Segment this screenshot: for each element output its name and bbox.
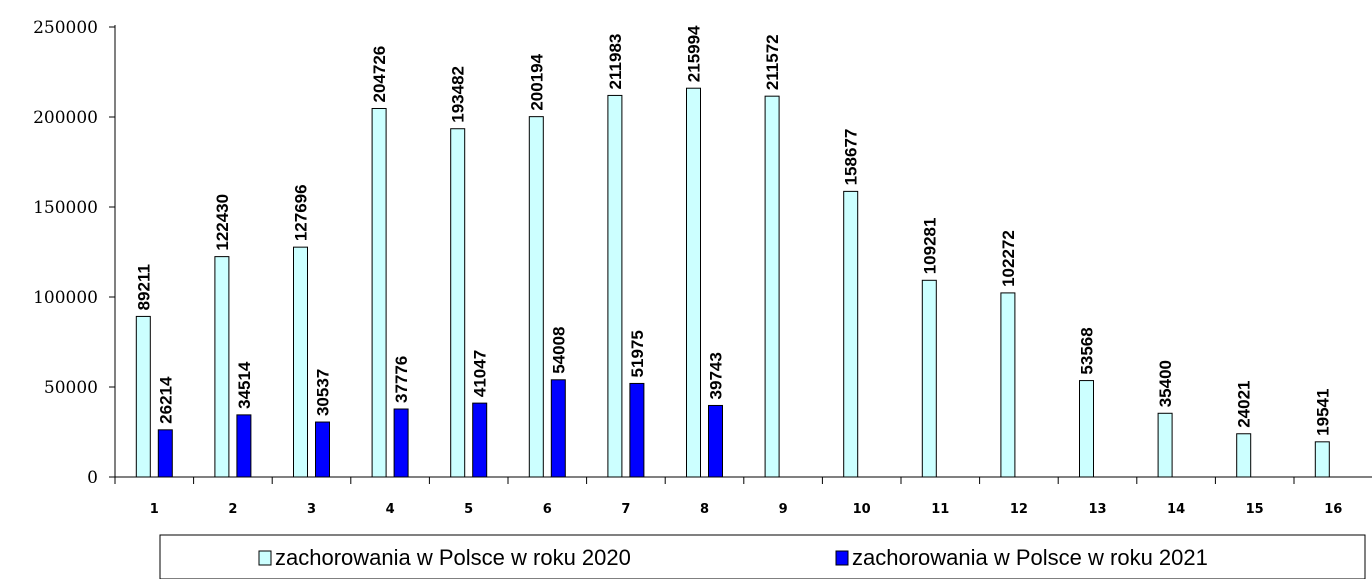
y-tick-label: 100000: [33, 288, 98, 308]
data-label-2020: 158677: [842, 129, 861, 186]
data-label-2020: 89211: [134, 264, 153, 310]
bar-2021: [157, 429, 173, 478]
data-label-2021: 30537: [314, 369, 333, 416]
data-label-2020: 102272: [999, 230, 1018, 287]
data-label-2020: 200194: [527, 53, 546, 110]
x-tick-label: 8: [700, 502, 709, 517]
legend-label-2021: zachorowania w Polsce w roku 2021: [852, 545, 1208, 570]
x-tick-label: 7: [621, 502, 630, 517]
x-tick-label: 10: [853, 502, 871, 517]
x-tick-label: 14: [1167, 502, 1185, 517]
data-label-2021: 41047: [471, 350, 490, 397]
x-tick-label: 9: [779, 502, 788, 517]
bar-2020: [1000, 292, 1016, 478]
bar-2021: [708, 404, 723, 478]
bar-2020: [686, 87, 701, 478]
data-label-2021: 37776: [392, 356, 411, 403]
data-label-2021: 34514: [235, 361, 254, 409]
data-label-2020: 19541: [1313, 389, 1332, 436]
bar-2020: [135, 315, 151, 478]
bar-2021: [236, 414, 252, 478]
legend-swatch-2020: [258, 550, 272, 566]
data-label-2021: 26214: [156, 376, 175, 424]
bar-2020: [371, 107, 387, 478]
x-tick-label: 11: [931, 502, 949, 517]
y-tick-label: 150000: [33, 198, 98, 218]
legend-label-2020: zachorowania w Polsce w roku 2020: [275, 545, 631, 570]
bar-2020: [293, 246, 308, 478]
x-tick-label: 2: [228, 502, 237, 517]
data-label-2020: 53568: [1078, 327, 1097, 374]
x-tick-label: 15: [1246, 502, 1264, 517]
x-tick-label: 1: [150, 502, 159, 517]
bar-2020: [1079, 380, 1094, 478]
x-tick-label: 6: [543, 502, 552, 517]
bar-2021: [629, 382, 645, 478]
bar-2020: [921, 279, 937, 478]
x-tick-label: 16: [1324, 502, 1342, 517]
bar-2021: [550, 379, 566, 478]
bar-2021: [315, 421, 330, 478]
data-label-2020: 127696: [292, 184, 311, 241]
bar-2020: [607, 94, 623, 478]
y-tick-label: 50000: [44, 378, 98, 398]
data-label-2021: 51975: [628, 330, 647, 377]
data-label-2020: 109281: [920, 218, 939, 275]
bar-2021: [393, 408, 409, 478]
y-tick-label: 250000: [33, 18, 98, 38]
bar-2020: [1236, 433, 1252, 478]
x-tick-label: 12: [1010, 502, 1028, 517]
bar-2020: [764, 95, 780, 478]
bar-2020: [843, 190, 859, 478]
bar-2020: [450, 128, 466, 478]
x-tick-label: 4: [386, 502, 395, 517]
data-label-2021: 39743: [707, 352, 726, 399]
bar-2020: [1314, 441, 1330, 478]
bar-2020: [528, 116, 544, 478]
data-label-2020: 211572: [763, 34, 782, 90]
bar-2020: [214, 256, 230, 478]
legend-box: [159, 534, 1366, 579]
data-label-2020: 122430: [213, 194, 232, 251]
bar-2020: [1157, 412, 1173, 478]
data-label-2021: 54008: [549, 327, 568, 374]
y-tick-label: 0: [87, 468, 98, 488]
data-label-2020: 24021: [1235, 380, 1254, 427]
data-label-2020: 204726: [370, 46, 389, 103]
x-tick-label: 5: [464, 502, 473, 517]
x-tick-label: 13: [1088, 502, 1106, 517]
legend-swatch-2021: [835, 550, 849, 566]
data-label-2020: 35400: [1156, 360, 1175, 407]
data-label-2020: 193482: [449, 66, 468, 123]
legend: zachorowania w Polsce w roku 2020 zachor…: [159, 534, 1366, 579]
data-label-2020: 211983: [606, 34, 625, 90]
bar-2021: [472, 402, 488, 478]
x-tick-label: 3: [307, 502, 316, 517]
y-tick-label: 200000: [33, 108, 98, 128]
data-label-2020: 215994: [685, 25, 704, 82]
